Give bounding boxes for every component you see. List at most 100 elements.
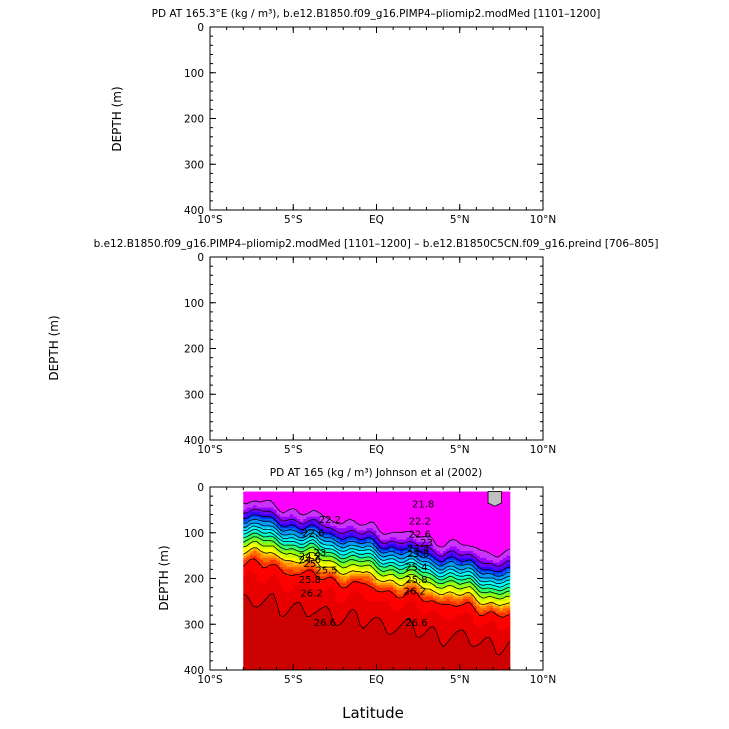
density-cell	[376, 603, 381, 607]
density-cell	[279, 601, 284, 605]
density-cell	[326, 541, 331, 545]
density-cell	[336, 573, 341, 577]
density-cell	[403, 592, 408, 596]
density-cell	[403, 615, 408, 618]
density-cell	[249, 617, 254, 621]
density-cell	[349, 615, 354, 618]
density-cell	[259, 621, 264, 625]
density-cell	[343, 612, 348, 616]
density-cell	[323, 642, 328, 646]
density-cell	[399, 621, 404, 625]
density-cell	[393, 667, 398, 670]
density-cell	[249, 519, 254, 522]
density-cell	[386, 610, 391, 614]
density-cell	[369, 615, 374, 618]
density-cell	[263, 523, 268, 527]
density-cell	[296, 537, 301, 541]
density-cell	[296, 535, 301, 538]
density-cell	[303, 624, 308, 628]
density-cell	[286, 557, 291, 561]
density-cell	[416, 532, 421, 536]
density-cell	[326, 651, 331, 655]
density-cell	[306, 548, 311, 552]
density-cell	[339, 647, 344, 651]
density-cell	[309, 617, 314, 621]
density-cell	[296, 647, 301, 651]
density-cell	[359, 557, 364, 561]
density-cell	[453, 576, 458, 580]
density-cell	[316, 573, 321, 577]
density-cell	[386, 601, 391, 605]
density-cell	[293, 491, 298, 495]
density-cell	[379, 628, 384, 632]
density-cell	[386, 571, 391, 575]
density-cell	[449, 619, 454, 623]
density-cell	[309, 537, 314, 541]
density-cell	[319, 589, 324, 593]
density-cell	[343, 587, 348, 591]
density-cell	[433, 571, 438, 575]
density-cell	[283, 647, 288, 651]
density-cell	[256, 519, 261, 522]
density-cell	[376, 640, 381, 644]
density-cell	[253, 594, 258, 598]
density-cell	[386, 615, 391, 618]
density-cell	[389, 541, 394, 545]
density-cell	[423, 592, 428, 596]
density-cell	[339, 587, 344, 591]
density-cell	[433, 564, 438, 568]
density-cell	[396, 507, 401, 511]
density-cell	[256, 493, 261, 497]
density-cell	[413, 551, 418, 554]
density-cell	[336, 640, 341, 644]
density-cell	[256, 617, 261, 621]
density-cell	[383, 601, 388, 605]
density-cell	[369, 523, 374, 527]
density-cell	[446, 555, 451, 559]
density-cell	[249, 555, 254, 559]
density-cell	[319, 649, 324, 653]
density-cell	[326, 571, 331, 575]
density-cell	[249, 496, 254, 500]
density-cell	[299, 649, 304, 653]
density-cell	[266, 539, 271, 543]
density-cell	[326, 573, 331, 577]
density-cell	[436, 498, 441, 502]
density-cell	[453, 578, 458, 582]
density-cell	[319, 509, 324, 513]
density-cell	[313, 644, 318, 648]
density-cell	[413, 592, 418, 596]
density-cell	[349, 667, 354, 670]
density-cell	[443, 507, 448, 511]
density-cell	[373, 535, 378, 538]
density-cell	[433, 539, 438, 543]
density-cell	[369, 546, 374, 550]
density-cell	[439, 644, 444, 648]
density-cell	[279, 571, 284, 575]
density-cell	[306, 612, 311, 616]
density-cell	[336, 551, 341, 554]
density-cell	[303, 644, 308, 648]
density-cell	[399, 596, 404, 600]
density-cell	[376, 512, 381, 516]
density-cell	[363, 626, 368, 630]
density-cell	[363, 523, 368, 527]
density-cell	[393, 503, 398, 506]
density-cell	[396, 658, 401, 662]
density-cell	[293, 505, 298, 509]
density-cell	[329, 580, 334, 584]
density-cell	[346, 532, 351, 536]
density-cell	[446, 521, 451, 525]
density-cell	[336, 658, 341, 662]
density-cell	[379, 592, 384, 596]
density-cell	[309, 610, 314, 614]
density-cell	[413, 649, 418, 653]
density-cell	[276, 637, 281, 641]
density-cell	[449, 642, 454, 646]
density-cell	[339, 569, 344, 573]
density-cell	[423, 624, 428, 628]
density-cell	[339, 537, 344, 541]
density-cell	[329, 505, 334, 509]
density-cell	[349, 576, 354, 580]
density-cell	[329, 640, 334, 644]
